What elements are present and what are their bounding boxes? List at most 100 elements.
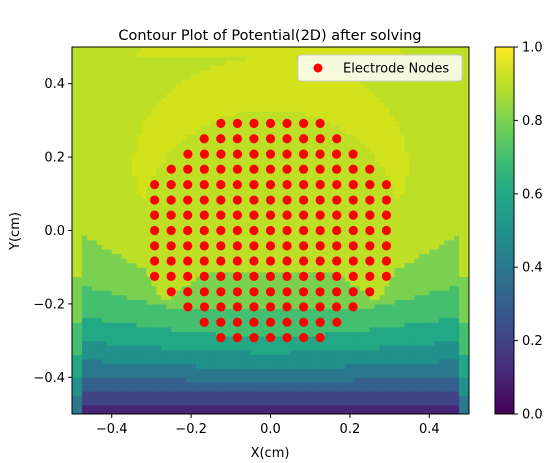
contour-cell: [86, 212, 93, 218]
contour-cell: [354, 276, 361, 282]
contour-cell: [339, 391, 346, 397]
contour-cell: [196, 244, 202, 250]
contour-cell: [265, 253, 272, 259]
contour-cell: [101, 79, 108, 85]
contour-cell: [156, 280, 162, 287]
contour-cell: [151, 106, 157, 112]
contour-cell: [96, 285, 103, 291]
contour-cell: [335, 326, 341, 333]
contour-cell: [349, 386, 356, 392]
contour-cell: [359, 166, 366, 172]
contour-cell: [141, 248, 148, 255]
contour-cell: [220, 326, 227, 333]
contour-cell: [320, 354, 326, 360]
contour-cell: [359, 120, 366, 126]
contour-cell: [290, 386, 296, 392]
contour-cell: [146, 202, 152, 209]
contour-cell: [81, 161, 88, 167]
contour-cell: [359, 258, 366, 264]
contour-cell: [126, 212, 133, 218]
contour-cell: [201, 47, 207, 53]
contour-cell: [191, 161, 197, 167]
contour-cell: [235, 51, 242, 57]
contour-cell: [325, 198, 331, 204]
contour-cell: [191, 363, 197, 369]
contour-cell: [325, 303, 331, 310]
contour-cell: [245, 212, 252, 218]
contour-cell: [240, 166, 247, 172]
contour-cell: [225, 299, 232, 305]
contour-cell: [325, 207, 331, 213]
contour-cell: [106, 74, 113, 80]
contour-cell: [136, 290, 143, 296]
contour-cell: [136, 276, 143, 282]
contour-cell: [116, 308, 123, 314]
contour-cell: [339, 368, 346, 374]
contour-cell: [116, 280, 123, 287]
contour-cell: [176, 74, 182, 80]
contour-cell: [245, 51, 252, 57]
contour-cell: [161, 102, 167, 108]
contour-cell: [295, 262, 301, 268]
contour-cell: [300, 47, 306, 53]
contour-cell: [101, 88, 108, 94]
contour-cell: [191, 138, 197, 144]
contour-cell: [339, 336, 346, 342]
contour-cell: [359, 83, 366, 89]
contour-cell: [72, 253, 78, 259]
contour-cell: [225, 74, 232, 80]
contour-cell: [116, 409, 123, 414]
contour-cell: [176, 285, 182, 291]
contour-cell: [106, 391, 113, 397]
contour-cell: [369, 161, 376, 167]
contour-cell: [310, 180, 316, 186]
contour-cell: [225, 134, 232, 140]
contour-cell: [215, 74, 222, 80]
contour-cell: [106, 308, 113, 314]
contour-cell: [295, 294, 301, 300]
contour-cell: [126, 69, 133, 76]
contour-cell: [136, 377, 143, 383]
contour-cell: [260, 239, 267, 245]
contour-cell: [325, 47, 331, 53]
contour-cell: [72, 340, 78, 346]
contour-cell: [161, 386, 167, 392]
contour-cell: [72, 115, 78, 121]
contour-cell: [354, 189, 361, 195]
contour-cell: [126, 404, 133, 411]
contour-cell: [230, 377, 237, 383]
contour-cell: [245, 326, 252, 333]
contour-cell: [111, 102, 118, 108]
contour-cell: [191, 202, 197, 209]
contour-cell: [339, 239, 346, 245]
contour-cell: [354, 294, 361, 300]
contour-cell: [136, 322, 143, 328]
contour-cell: [240, 404, 247, 411]
contour-cell: [359, 161, 366, 167]
contour-cell: [354, 184, 361, 190]
contour-cell: [126, 262, 133, 268]
contour-cell: [369, 322, 376, 328]
contour-cell: [330, 207, 336, 213]
contour-cell: [171, 56, 177, 62]
contour-cell: [265, 124, 272, 131]
contour-cell: [201, 74, 207, 80]
contour-cell: [191, 248, 197, 255]
contour-cell: [230, 294, 237, 300]
contour-cell: [196, 354, 202, 360]
contour-cell: [151, 395, 157, 401]
contour-cell: [181, 202, 187, 209]
contour-cell: [339, 303, 346, 310]
contour-cell: [106, 202, 113, 209]
contour-cell: [116, 111, 123, 117]
contour-cell: [335, 111, 341, 117]
contour-cell: [359, 244, 366, 250]
contour-cell: [220, 74, 227, 80]
contour-cell: [136, 56, 143, 62]
contour-cell: [280, 400, 286, 406]
contour-cell: [310, 280, 316, 287]
contour-cell: [325, 358, 331, 365]
contour-cell: [181, 106, 187, 112]
contour-cell: [215, 377, 222, 383]
contour-cell: [349, 88, 356, 94]
